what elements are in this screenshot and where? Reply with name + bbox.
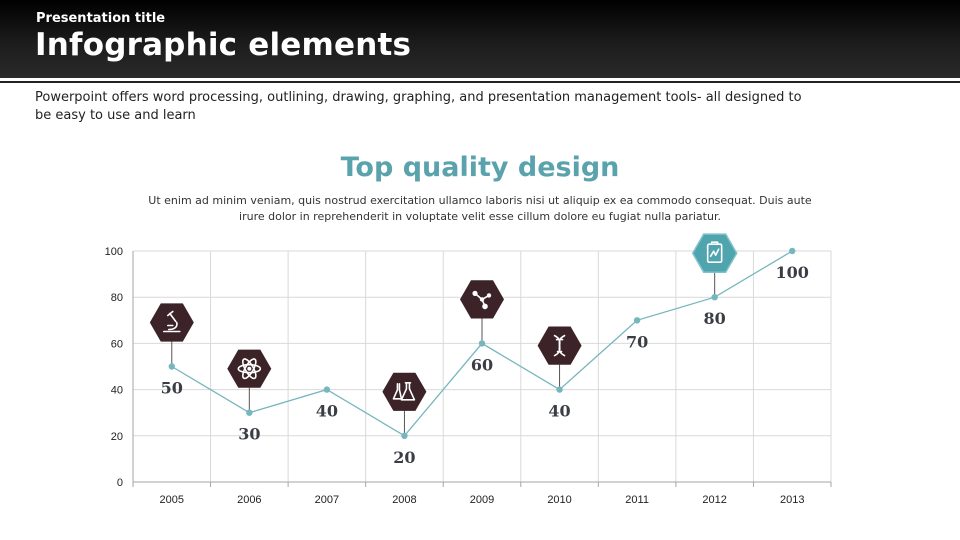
y-tick-label: 40: [111, 385, 123, 397]
x-tick-label: 2005: [160, 494, 184, 506]
chart-subtitle: Ut enim ad minim veniam, quis nostrud ex…: [148, 194, 812, 223]
x-tick-label: 2011: [625, 494, 649, 506]
data-point: [711, 294, 718, 301]
marker-badge: [149, 303, 194, 367]
data-label: 30: [238, 425, 260, 444]
data-label: 40: [316, 402, 338, 421]
y-tick-label: 80: [111, 292, 123, 304]
marker-badge: [382, 372, 427, 436]
data-point: [168, 363, 175, 370]
molecule-icon: [472, 290, 492, 310]
marker-badge: [460, 280, 504, 344]
title-divider: [0, 81, 960, 83]
x-tick-label: 2007: [315, 494, 339, 506]
x-tick-label: 2009: [470, 494, 494, 506]
data-label: 20: [393, 448, 415, 467]
data-label: 100: [776, 263, 809, 282]
x-tick-label: 2013: [780, 494, 804, 506]
x-tick-label: 2006: [237, 494, 261, 506]
clipboard-chart-icon: [706, 241, 723, 263]
y-tick-label: 0: [117, 477, 123, 489]
title-bar: [0, 0, 960, 78]
flasks-icon: [392, 381, 416, 401]
presentation-title: Presentation title: [36, 11, 166, 26]
data-point: [633, 317, 641, 324]
intro-text: Powerpoint offers word processing, outli…: [35, 90, 802, 123]
marker-badge: [691, 233, 738, 298]
data-point: [246, 409, 253, 416]
data-label: 70: [626, 332, 648, 351]
y-tick-label: 60: [111, 338, 123, 350]
data-label: 60: [471, 355, 493, 374]
data-label: 50: [161, 379, 183, 398]
data-point: [401, 432, 408, 439]
y-tick-label: 100: [105, 246, 123, 258]
dna-icon: [553, 334, 566, 357]
data-point: [789, 247, 796, 255]
data-label: 80: [704, 309, 726, 328]
atom-icon: [237, 358, 262, 380]
x-tick-label: 2008: [392, 494, 416, 506]
hexagon-shape: [149, 303, 194, 342]
y-tick-label: 20: [111, 431, 123, 443]
data-point: [323, 386, 331, 393]
data-point: [478, 340, 486, 347]
chart-title: Top quality design: [340, 152, 620, 183]
x-tick-label: 2010: [547, 494, 571, 506]
slide-title: Infographic elements: [35, 27, 412, 63]
marker-badge: [537, 326, 582, 390]
microscope-icon: [162, 310, 181, 333]
marker-badge: [227, 349, 272, 413]
x-tick-label: 2012: [702, 494, 726, 506]
data-point: [556, 386, 563, 393]
data-label: 40: [548, 402, 570, 421]
